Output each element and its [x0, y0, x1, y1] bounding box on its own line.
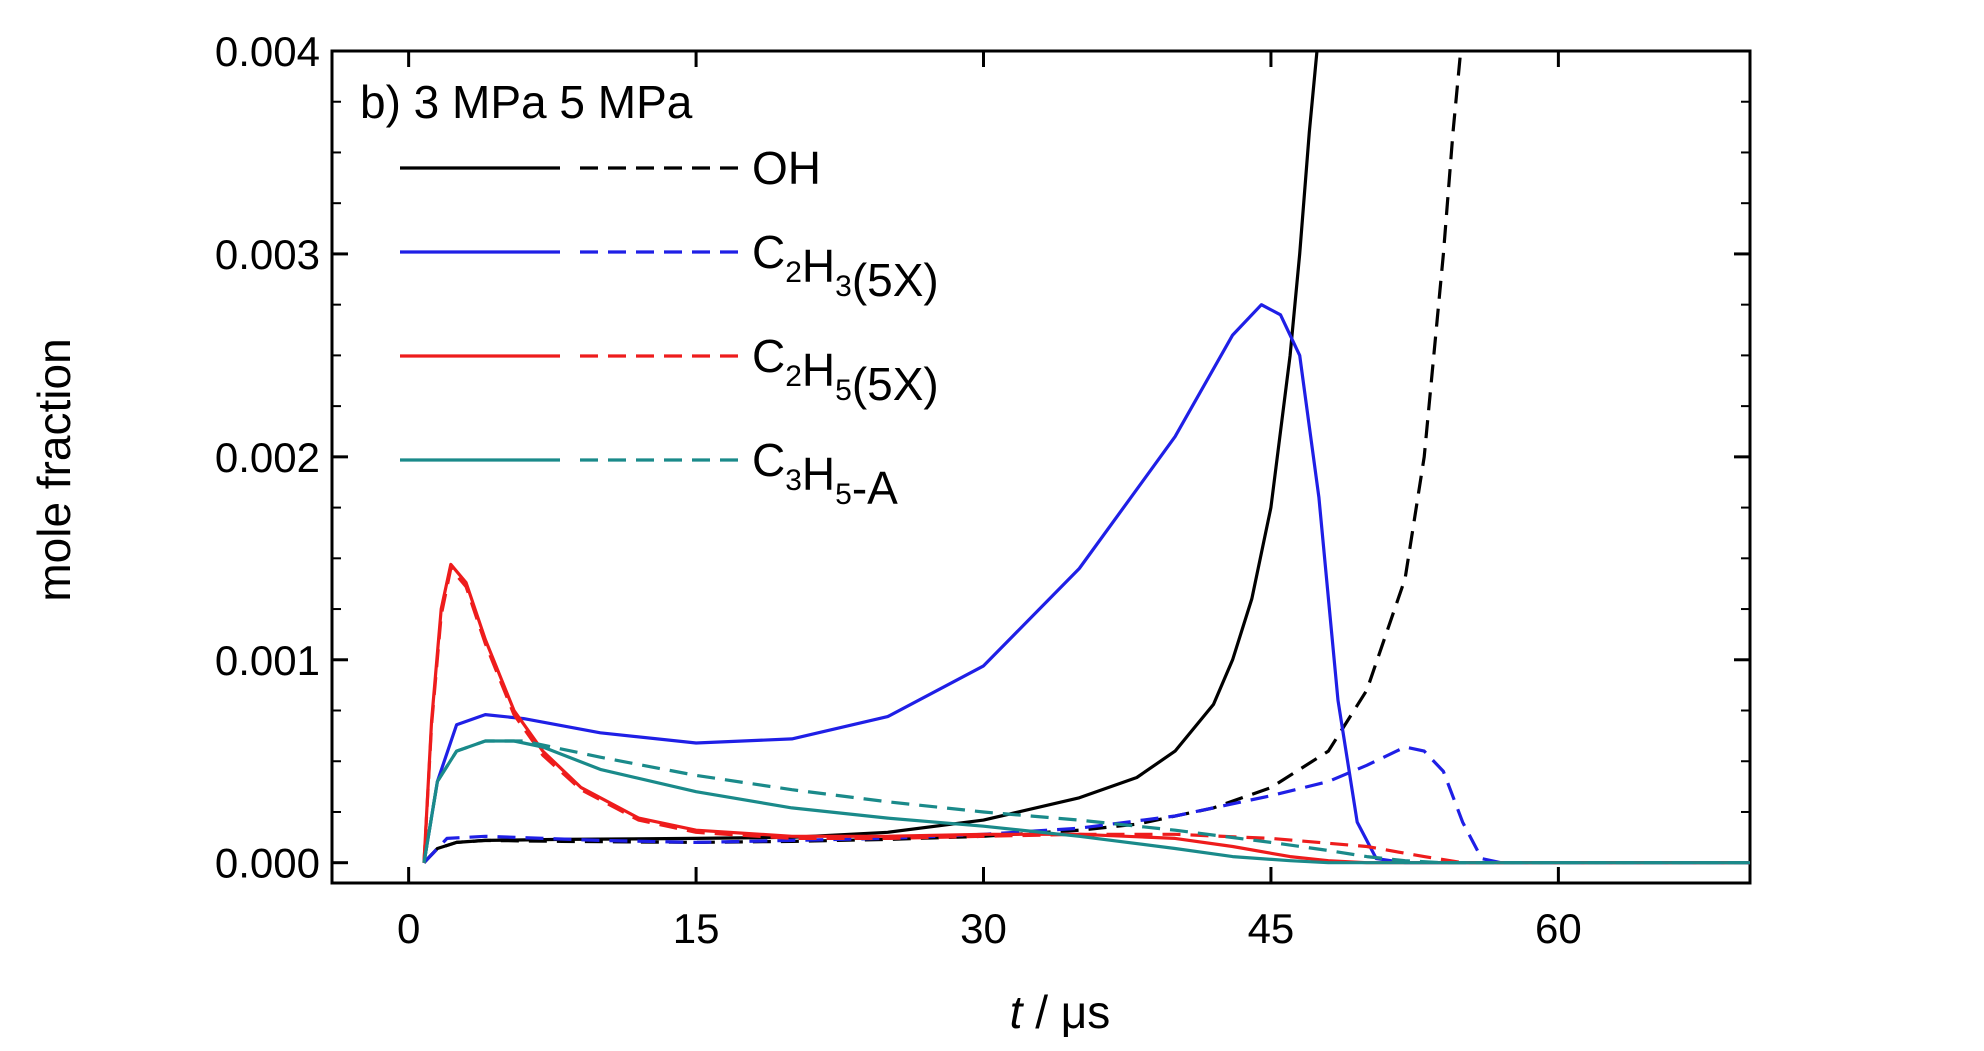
plot-area	[330, 49, 1752, 885]
x-axis: 0 15 30 45 60	[397, 51, 1582, 952]
legend-label: OH	[752, 142, 821, 194]
x-axis-label-unit: / μs	[1022, 986, 1110, 1038]
series-line-oh-solid	[422, 51, 1319, 864]
legend-label: C2H5(5X)	[752, 330, 939, 410]
y-axis-label: mole fraction	[28, 338, 80, 601]
x-tick-label: 60	[1535, 905, 1582, 952]
x-tick-label: 30	[960, 905, 1007, 952]
series-line-c2h5-5x--dashed	[422, 566, 1750, 865]
x-axis-label-variable: t	[1010, 986, 1025, 1038]
legend: OH C2H3(5X) C2H5(5X) C3H5-A	[400, 142, 939, 514]
series-line-c2h3-5x--dashed	[422, 745, 1750, 865]
y-axis-minor-ticks	[332, 100, 1750, 813]
legend-item: OH	[400, 142, 821, 194]
y-axis: 0.000 0.001 0.002 0.003 0.004	[215, 28, 1750, 887]
series-line-c2h5-5x--solid	[422, 562, 1750, 865]
series-line-oh-dashed	[422, 51, 1463, 864]
legend-label: C3H5-A	[752, 434, 898, 514]
series-line-c2h3-5x--solid	[422, 303, 1750, 865]
series-layer	[422, 51, 1750, 865]
x-axis-label: t / μs	[1010, 986, 1111, 1038]
y-tick-label: 0.002	[215, 434, 320, 481]
y-tick-label: 0.001	[215, 637, 320, 684]
legend-item: C2H5(5X)	[400, 330, 939, 410]
y-tick-label: 0.000	[215, 840, 320, 887]
x-tick-label: 0	[397, 905, 420, 952]
legend-label: C2H3(5X)	[752, 226, 939, 306]
panel-label: b) 3 MPa 5 MPa	[360, 76, 693, 128]
legend-item: C2H3(5X)	[400, 226, 939, 306]
y-tick-label: 0.004	[215, 28, 320, 75]
x-tick-label: 45	[1248, 905, 1295, 952]
legend-item: C3H5-A	[400, 434, 898, 514]
series-line-c3h5-a-dashed	[422, 739, 1750, 865]
y-tick-label: 0.003	[215, 231, 320, 278]
x-tick-label: 15	[673, 905, 720, 952]
